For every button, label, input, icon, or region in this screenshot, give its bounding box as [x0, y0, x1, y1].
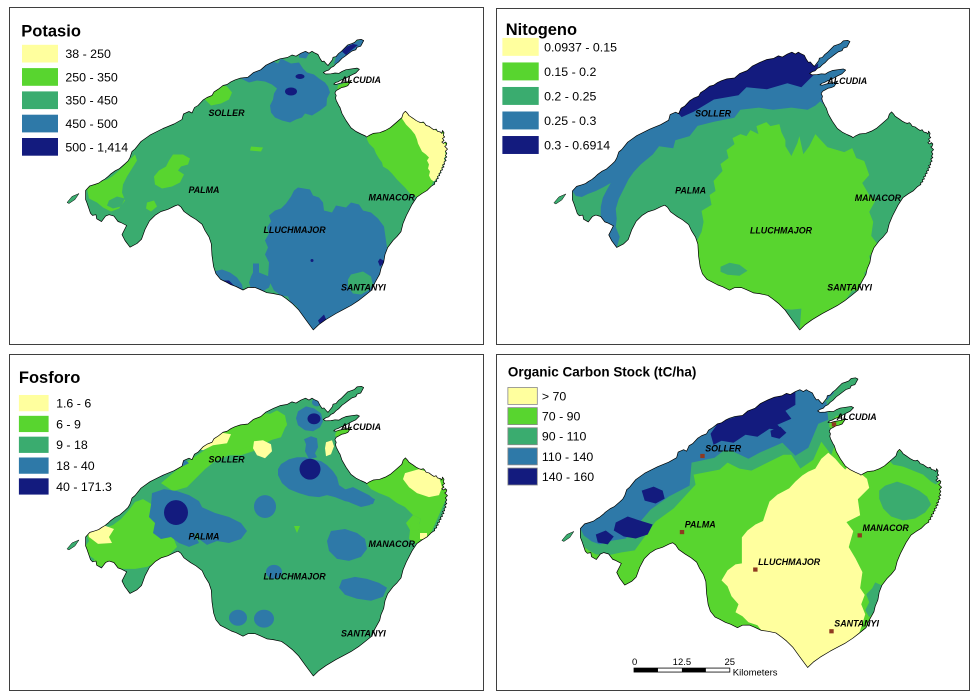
svg-text:> 70: > 70 — [542, 389, 567, 403]
svg-text:SANTANYI: SANTANYI — [834, 619, 879, 629]
svg-text:SANTANYI: SANTANYI — [341, 629, 386, 639]
svg-text:MANACOR: MANACOR — [863, 523, 910, 533]
svg-text:SOLLER: SOLLER — [705, 443, 742, 453]
svg-text:PALMA: PALMA — [189, 185, 220, 195]
svg-text:Nitogeno: Nitogeno — [506, 21, 577, 39]
svg-text:90 - 110: 90 - 110 — [542, 430, 587, 444]
svg-text:MANACOR: MANACOR — [855, 193, 902, 203]
svg-text:40 - 171.3: 40 - 171.3 — [56, 480, 112, 494]
svg-text:500 - 1,414: 500 - 1,414 — [65, 140, 128, 154]
svg-text:18 - 40: 18 - 40 — [56, 459, 95, 473]
svg-text:ALCUDIA: ALCUDIA — [340, 422, 381, 432]
svg-text:0.15 - 0.2: 0.15 - 0.2 — [544, 65, 596, 79]
svg-text:SOLLER: SOLLER — [695, 109, 732, 119]
svg-text:ALCUDIA: ALCUDIA — [340, 75, 381, 85]
svg-text:70 - 90: 70 - 90 — [542, 410, 581, 424]
svg-text:ALCUDIA: ALCUDIA — [836, 412, 877, 422]
svg-text:SOLLER: SOLLER — [209, 108, 246, 118]
svg-text:PALMA: PALMA — [685, 519, 716, 529]
svg-text:25: 25 — [725, 657, 736, 668]
svg-text:LLUCHMAJOR: LLUCHMAJOR — [750, 225, 813, 235]
svg-text:9 - 18: 9 - 18 — [56, 438, 88, 452]
svg-text:PALMA: PALMA — [189, 531, 220, 541]
svg-text:6 - 9: 6 - 9 — [56, 417, 81, 431]
svg-text:0.2 - 0.25: 0.2 - 0.25 — [544, 89, 596, 103]
svg-text:0: 0 — [632, 657, 637, 668]
svg-text:LLUCHMAJOR: LLUCHMAJOR — [758, 557, 821, 567]
svg-text:LLUCHMAJOR: LLUCHMAJOR — [264, 571, 327, 581]
svg-text:Kilometers: Kilometers — [733, 668, 778, 679]
svg-text:SANTANYI: SANTANYI — [341, 283, 386, 293]
svg-text:250 - 350: 250 - 350 — [65, 70, 117, 84]
svg-text:SOLLER: SOLLER — [209, 455, 246, 465]
svg-text:110 - 140: 110 - 140 — [542, 450, 593, 464]
svg-text:Organic Carbon Stock (tC/ha): Organic Carbon Stock (tC/ha) — [508, 365, 696, 380]
svg-text:MANACOR: MANACOR — [369, 539, 416, 549]
svg-text:140 - 160: 140 - 160 — [542, 470, 594, 484]
svg-text:38 - 250: 38 - 250 — [65, 47, 111, 61]
svg-text:LLUCHMAJOR: LLUCHMAJOR — [264, 225, 327, 235]
svg-text:350 - 450: 350 - 450 — [65, 94, 117, 108]
svg-text:0.25 - 0.3: 0.25 - 0.3 — [544, 114, 596, 128]
svg-text:1.6 - 6: 1.6 - 6 — [56, 397, 91, 411]
svg-text:0.0937 - 0.15: 0.0937 - 0.15 — [544, 40, 617, 54]
svg-text:450 - 500: 450 - 500 — [65, 117, 117, 131]
svg-text:Fosforo: Fosforo — [19, 369, 80, 387]
svg-text:ALCUDIA: ALCUDIA — [826, 76, 867, 86]
svg-text:PALMA: PALMA — [675, 185, 706, 195]
svg-text:12.5: 12.5 — [673, 657, 691, 668]
svg-text:Potasio: Potasio — [21, 23, 81, 41]
svg-text:SANTANYI: SANTANYI — [827, 283, 872, 293]
svg-text:MANACOR: MANACOR — [369, 193, 416, 203]
svg-text:0.3 - 0.6914: 0.3 - 0.6914 — [544, 138, 610, 152]
